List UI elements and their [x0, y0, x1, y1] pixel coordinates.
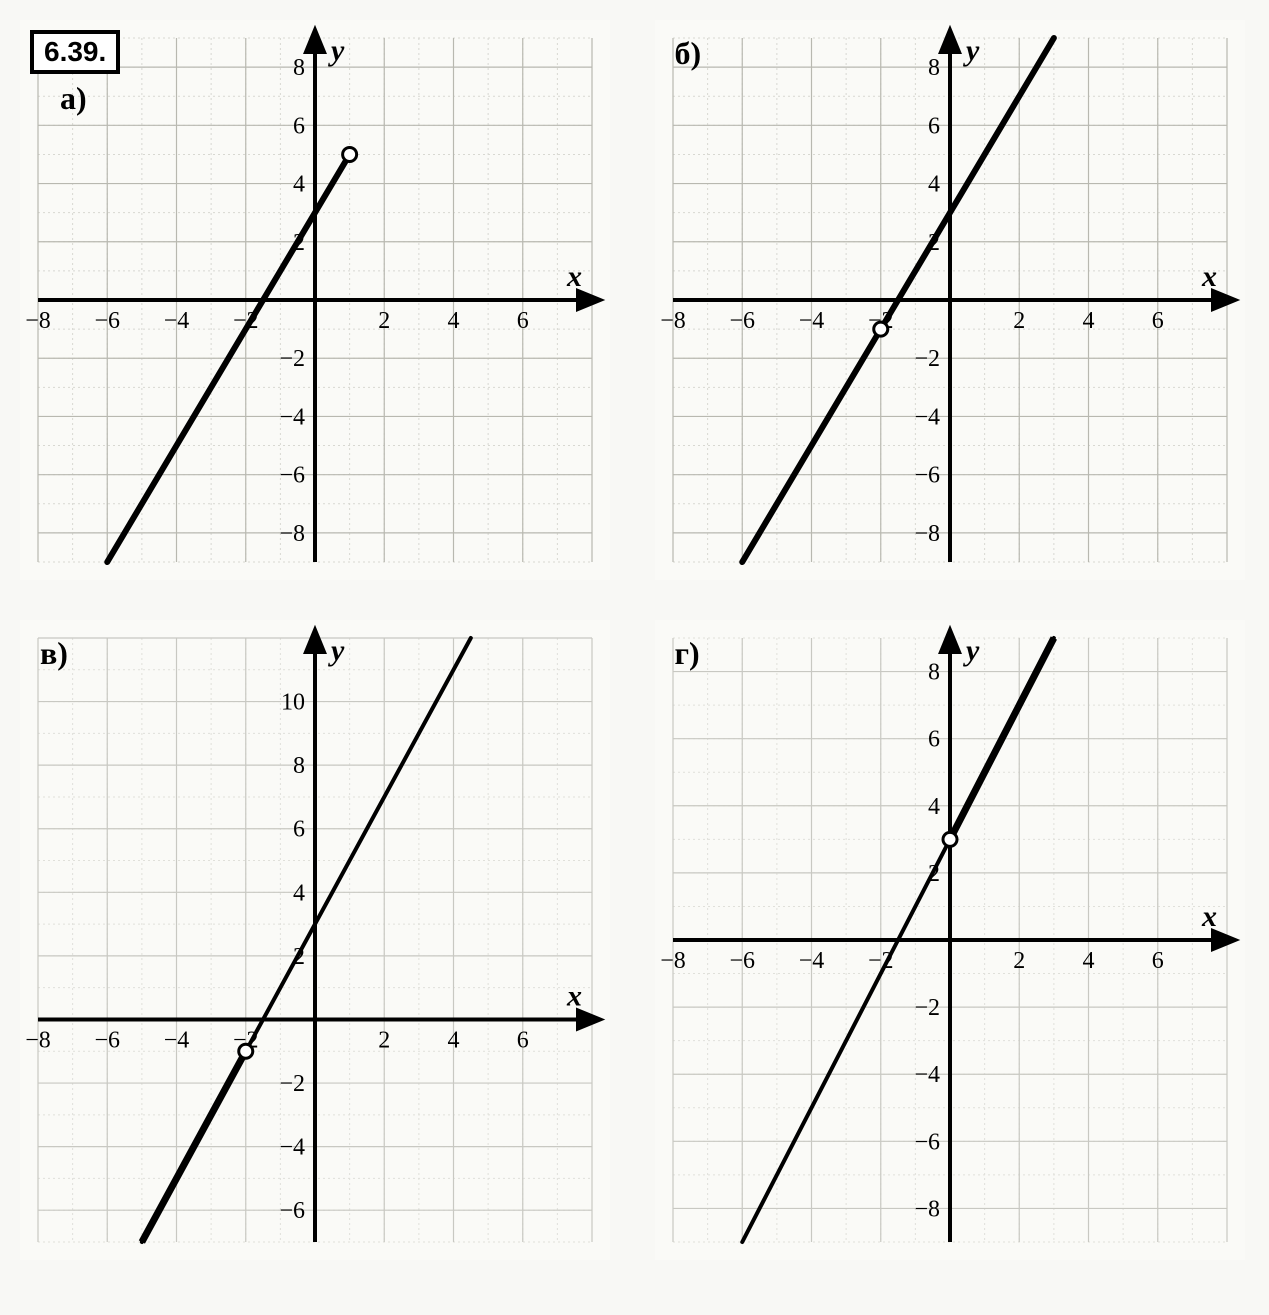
svg-text:4: 4: [293, 880, 305, 906]
open-point: [943, 832, 957, 846]
problem-number: 6.39.: [30, 30, 120, 74]
svg-text:−6: −6: [914, 463, 940, 489]
svg-text:6: 6: [928, 727, 940, 753]
panel-g-label: г): [675, 635, 700, 672]
panel-v: в) −8−6−4−2246−6−4−2246810xy: [20, 620, 615, 1260]
svg-text:−8: −8: [25, 308, 51, 334]
axes: [38, 30, 600, 562]
svg-text:−2: −2: [279, 1071, 305, 1097]
panel-b-svg-slot: −8−6−4−2246−8−6−4−22468xy: [655, 20, 1250, 580]
svg-text:−6: −6: [94, 308, 120, 334]
svg-text:8: 8: [293, 55, 305, 81]
svg-text:4: 4: [1082, 948, 1094, 974]
svg-text:−6: −6: [914, 1129, 940, 1155]
svg-text:−4: −4: [798, 948, 824, 974]
axes: [673, 30, 1235, 562]
x-axis-label: x: [566, 260, 582, 293]
svg-text:−8: −8: [914, 1196, 940, 1222]
y-axis-label: y: [963, 34, 980, 67]
y-axis-label: y: [328, 634, 345, 667]
svg-text:6: 6: [293, 817, 305, 843]
open-point: [239, 1044, 253, 1058]
axes: [673, 630, 1235, 1242]
svg-text:4: 4: [448, 308, 460, 334]
panel-v-label: в): [40, 635, 68, 672]
svg-text:−4: −4: [164, 1027, 190, 1053]
svg-text:6: 6: [1151, 948, 1163, 974]
svg-text:−6: −6: [94, 1027, 120, 1053]
svg-text:−8: −8: [660, 948, 686, 974]
svg-text:−2: −2: [914, 346, 940, 372]
panel-a: 6.39. а) −8−6−4−2246−8−6−4−22468xy: [20, 20, 615, 580]
svg-text:6: 6: [928, 113, 940, 139]
panel-b-label: б): [675, 35, 702, 72]
panel-a-label: а): [60, 80, 87, 117]
chart-svg: −8−6−4−2246−8−6−4−22468xy: [655, 20, 1245, 580]
svg-text:−6: −6: [729, 948, 755, 974]
svg-text:−4: −4: [798, 308, 824, 334]
y-axis-label: y: [328, 34, 345, 67]
svg-text:−8: −8: [279, 521, 305, 547]
svg-text:−4: −4: [279, 404, 305, 430]
x-axis-label: x: [1201, 260, 1217, 293]
chart-svg: −8−6−4−2246−6−4−2246810xy: [20, 620, 610, 1260]
svg-text:6: 6: [1151, 308, 1163, 334]
svg-text:2: 2: [378, 1027, 390, 1053]
svg-text:−2: −2: [279, 346, 305, 372]
svg-text:8: 8: [928, 660, 940, 686]
svg-text:2: 2: [1013, 948, 1025, 974]
svg-text:−8: −8: [660, 308, 686, 334]
panel-v-svg-slot: −8−6−4−2246−6−4−2246810xy: [20, 620, 615, 1260]
svg-text:2: 2: [1013, 308, 1025, 334]
svg-text:4: 4: [1082, 308, 1094, 334]
chart-grid: 6.39. а) −8 −6 −4 −2 2 4 6 −8 −6 −4 −2 2 4 6 8 x y б) −8…: [20, 20, 1249, 1260]
open-point: [873, 322, 887, 336]
chart-svg: −8−6−4−2246−8−6−4−22468xy: [655, 620, 1245, 1260]
svg-text:4: 4: [293, 172, 305, 198]
svg-text:4: 4: [928, 172, 940, 198]
svg-text:−4: −4: [914, 404, 940, 430]
panel-g: г) −8−6−4−2246−8−6−4−22468xy: [655, 620, 1250, 1260]
chart-svg: −8−6−4−2246−8−6−4−22468xy: [20, 20, 610, 580]
svg-text:2: 2: [378, 308, 390, 334]
svg-text:6: 6: [293, 113, 305, 139]
svg-text:−2: −2: [914, 995, 940, 1021]
x-axis-label: x: [566, 979, 582, 1012]
y-axis-label: y: [963, 634, 980, 667]
panel-g-svg-slot: −8−6−4−2246−8−6−4−22468xy: [655, 620, 1250, 1260]
svg-text:4: 4: [928, 794, 940, 820]
svg-text:−8: −8: [914, 521, 940, 547]
panel-b: б) −8−6−4−2246−8−6−4−22468xy: [655, 20, 1250, 580]
svg-text:−4: −4: [164, 308, 190, 334]
svg-text:−6: −6: [279, 1198, 305, 1224]
open-point: [343, 147, 357, 161]
svg-text:6: 6: [517, 308, 529, 334]
svg-text:8: 8: [928, 55, 940, 81]
svg-text:−6: −6: [729, 308, 755, 334]
svg-text:4: 4: [448, 1027, 460, 1053]
svg-text:10: 10: [281, 690, 305, 716]
x-axis-label: x: [1201, 900, 1217, 933]
svg-text:−4: −4: [279, 1135, 305, 1161]
svg-text:6: 6: [517, 1027, 529, 1053]
panel-a-svg-slot: −8−6−4−2246−8−6−4−22468xy: [20, 20, 615, 580]
svg-text:8: 8: [293, 753, 305, 779]
svg-text:−6: −6: [279, 463, 305, 489]
svg-text:−4: −4: [914, 1062, 940, 1088]
axes: [38, 630, 600, 1242]
svg-text:−8: −8: [25, 1027, 51, 1053]
